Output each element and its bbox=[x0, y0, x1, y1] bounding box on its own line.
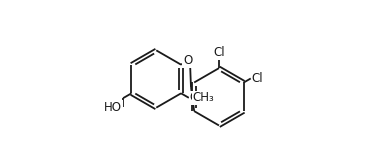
Text: O: O bbox=[183, 55, 192, 67]
Text: O: O bbox=[190, 91, 199, 104]
Text: Cl: Cl bbox=[213, 46, 225, 60]
Text: Cl: Cl bbox=[252, 72, 263, 85]
Text: CH₃: CH₃ bbox=[193, 91, 214, 104]
Text: HO: HO bbox=[105, 101, 122, 114]
